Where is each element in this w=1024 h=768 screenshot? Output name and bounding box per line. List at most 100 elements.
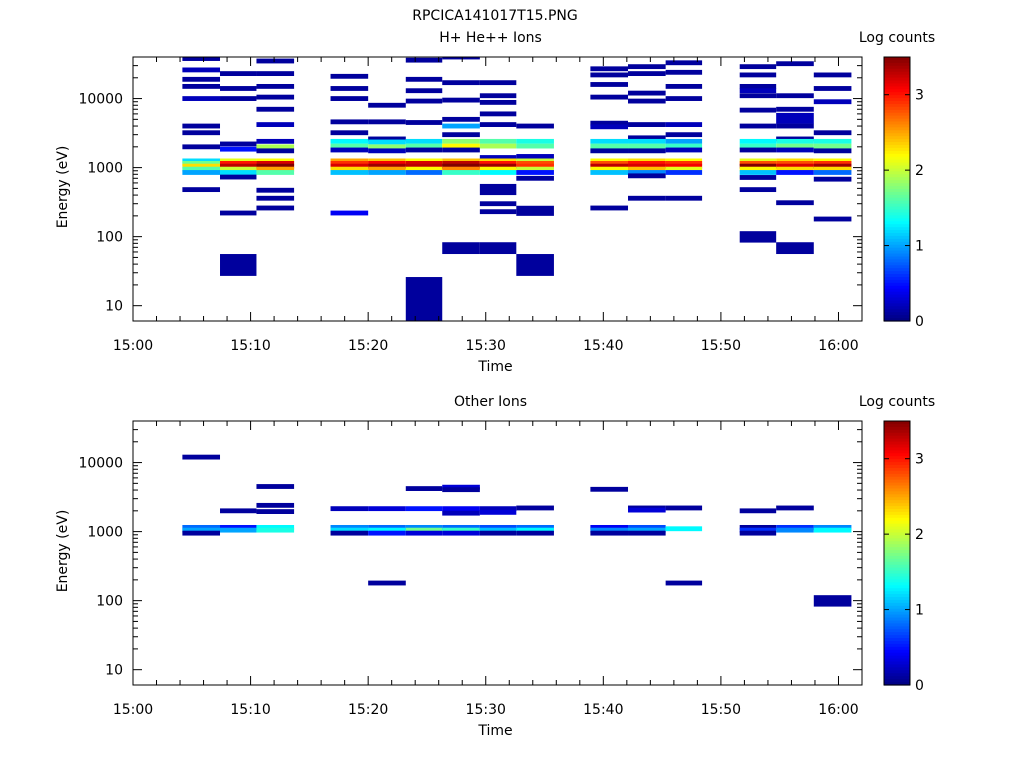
colorbar-segment: [884, 532, 910, 536]
heatmap-cell: [405, 170, 443, 175]
y-axis-label: Energy (eV): [55, 510, 71, 593]
heatmap-cell: [776, 524, 814, 530]
colorbar-segment: [884, 86, 910, 90]
colorbar-segment: [884, 573, 910, 578]
x-axis-label: Time: [477, 723, 512, 739]
heatmap-cell: [590, 124, 629, 130]
heatmap-cell: [220, 174, 257, 180]
colorbar-segment: [884, 509, 910, 513]
colorbar-segment: [884, 80, 910, 84]
heatmap-cell: [479, 138, 517, 144]
y-axis-label: Energy (eV): [55, 146, 71, 229]
heatmap-cell: [479, 80, 517, 86]
heatmap-cell: [590, 530, 629, 536]
colorbar-segment: [884, 235, 910, 240]
heatmap-cell: [405, 530, 443, 536]
heatmap-cell: [330, 143, 369, 149]
heatmap-cell: [330, 527, 369, 533]
colorbar-label: Log counts: [859, 394, 935, 410]
heatmap-cell: [220, 141, 257, 147]
heatmap-cell: [368, 506, 406, 512]
heatmap-cell: [628, 166, 666, 172]
colorbar-tick-label: 2: [915, 527, 924, 543]
colorbar-segment: [884, 121, 910, 126]
colorbar-segment: [884, 520, 910, 525]
heatmap-cell: [182, 163, 221, 169]
heatmap-cell: [405, 88, 443, 94]
heatmap-cell: [256, 502, 295, 508]
colorbar-segment: [884, 297, 910, 302]
heatmap-cell: [665, 143, 703, 149]
colorbar-segment: [884, 679, 910, 683]
colorbar-segment: [884, 230, 910, 234]
heatmap-cell: [256, 83, 295, 89]
heatmap-cell: [220, 170, 257, 175]
colorbar-segment: [884, 92, 910, 96]
colorbar-segment: [884, 71, 910, 76]
heatmap-cell: [813, 158, 852, 164]
heatmap-cell: [405, 76, 443, 82]
heatmap-cell: [330, 86, 369, 91]
x-tick-label: 15:10: [230, 702, 270, 718]
heatmap-cell: [739, 147, 777, 153]
colorbar-segment: [884, 291, 910, 296]
heatmap-cell: [739, 93, 777, 99]
colorbar-segment: [884, 215, 910, 219]
heatmap-cell: [739, 72, 777, 78]
heatmap-cell: [330, 166, 369, 172]
heatmap-cell: [368, 530, 406, 536]
heatmap-cell: [220, 527, 257, 533]
heatmap-cell: [813, 86, 852, 91]
heatmap-cell: [590, 82, 629, 87]
colorbar-segment: [884, 227, 910, 231]
heatmap-cell: [479, 122, 517, 127]
colorbar-segment: [884, 206, 910, 211]
heatmap-cell: [516, 205, 554, 216]
heatmap-cell: [405, 143, 443, 149]
heatmap-cell: [776, 527, 814, 533]
colorbar-segment: [884, 479, 910, 484]
colorbar-segment: [884, 180, 910, 184]
heatmap-cell: [516, 166, 554, 172]
colorbar-segment: [884, 65, 910, 70]
heatmap-cell: [442, 160, 480, 166]
heatmap-cell: [628, 122, 666, 127]
heatmap-cell: [182, 166, 221, 172]
colorbar-segment: [884, 497, 910, 501]
colorbar-segment: [884, 244, 910, 249]
colorbar-segment: [884, 147, 910, 152]
heatmap-cell: [330, 138, 369, 144]
colorbar-tick-label: 1: [915, 239, 924, 255]
heatmap-cell: [479, 201, 517, 207]
colorbar-segment: [884, 168, 910, 172]
heatmap-cell: [405, 163, 443, 169]
colorbar-frame: [883, 56, 911, 322]
heatmap-cell: [813, 170, 852, 175]
heatmap-cell: [739, 160, 777, 166]
colorbar-segment: [884, 95, 910, 99]
colorbar-segment: [884, 579, 910, 583]
colorbar-segment: [884, 544, 910, 548]
heatmap-cell: [442, 242, 480, 255]
heatmap-cell: [182, 83, 221, 89]
heatmap-cell: [665, 83, 703, 89]
y-tick-label: 1000: [87, 161, 123, 177]
colorbar-segment: [884, 453, 910, 457]
x-tick-label: 15:20: [348, 702, 388, 718]
heatmap-cell: [256, 160, 295, 166]
heatmap-cell: [442, 80, 480, 86]
colorbar-segment: [884, 594, 910, 598]
colorbar-segment: [884, 224, 910, 228]
colorbar-segment: [884, 576, 910, 580]
heatmap-cell: [776, 242, 814, 255]
heatmap-cell: [442, 158, 480, 164]
heatmap-cell: [220, 96, 257, 101]
x-axis-label: Time: [477, 359, 512, 375]
heatmap-cell: [813, 176, 852, 182]
heatmap-cell: [182, 170, 221, 175]
heatmap-cell: [479, 527, 517, 533]
heatmap-cell: [442, 510, 480, 516]
heatmap-cell: [182, 123, 221, 129]
y-tick-label: 10000: [78, 92, 123, 108]
colorbar-segment: [884, 503, 910, 507]
